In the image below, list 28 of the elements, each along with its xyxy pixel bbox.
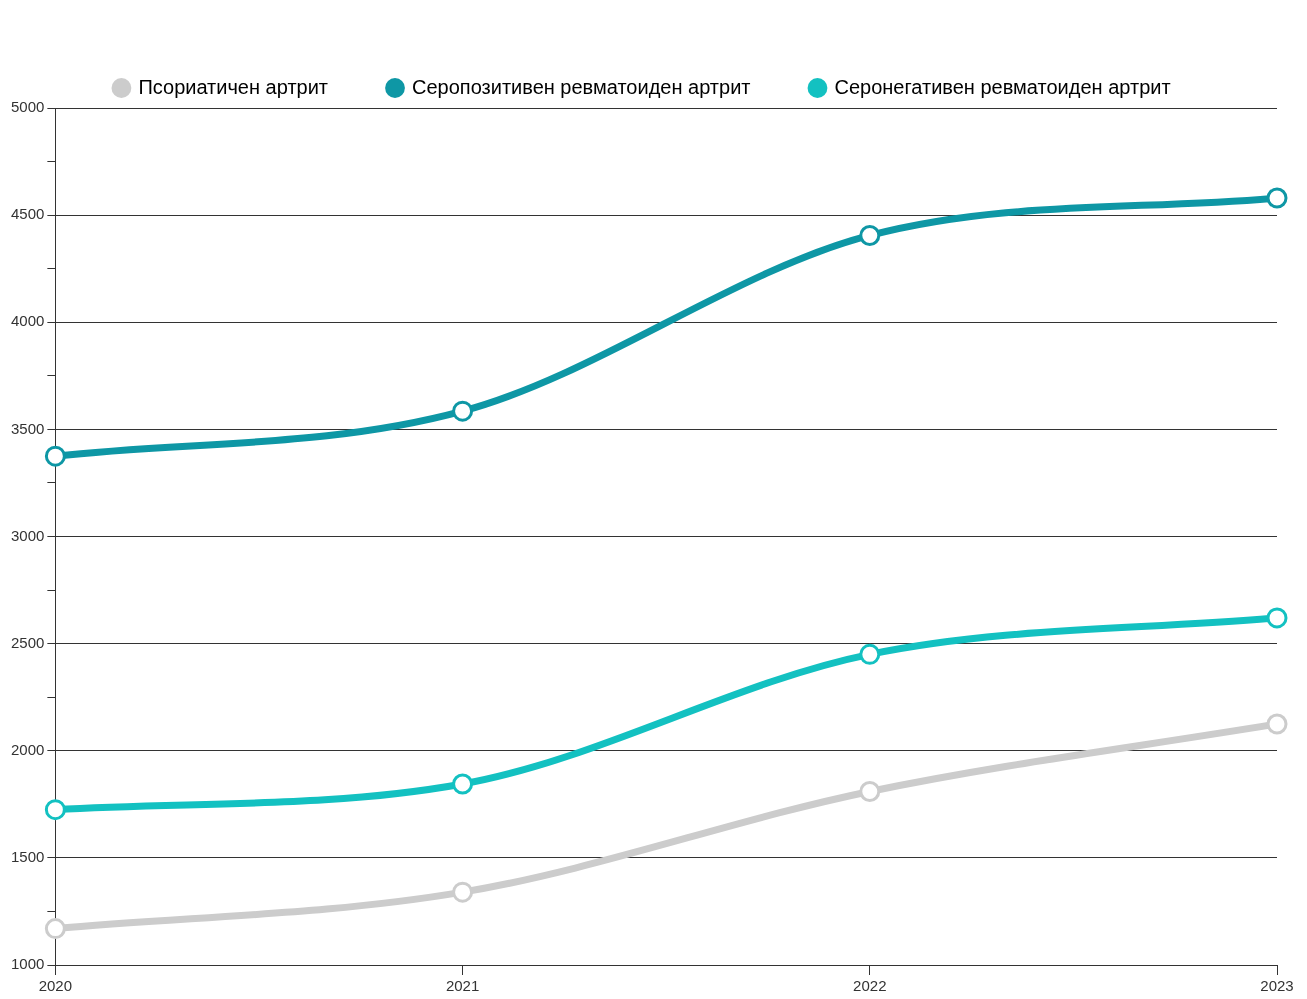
point xyxy=(1266,713,1288,735)
point xyxy=(452,400,474,422)
y-tick-label: 2000 xyxy=(10,740,45,758)
point xyxy=(1266,187,1288,209)
y-tick-label: 1000 xyxy=(10,955,45,973)
x-tick-label: 2023 xyxy=(1260,977,1294,995)
x-tick-label: 2022 xyxy=(853,977,887,995)
point xyxy=(859,643,881,665)
x-tick-label: 2020 xyxy=(38,977,73,995)
point xyxy=(44,445,66,467)
legend-label: Серопозитивен ревматоиден артрит xyxy=(412,75,751,98)
point xyxy=(452,773,474,795)
point xyxy=(859,780,881,802)
legend-label: Псориатичен артрит xyxy=(138,75,329,98)
point xyxy=(44,799,66,821)
y-tick-label: 2500 xyxy=(10,633,45,651)
x-tick-label: 2021 xyxy=(445,977,480,995)
y-tick-label: 4500 xyxy=(10,205,45,223)
y-tick-label: 3500 xyxy=(10,419,45,437)
point xyxy=(44,918,66,940)
point xyxy=(1266,607,1288,629)
point xyxy=(452,881,474,903)
y-tick-label: 1500 xyxy=(10,848,45,866)
point xyxy=(859,224,881,246)
y-tick-label: 4000 xyxy=(10,312,45,330)
legend-label: Серонегативен ревматоиден артрит xyxy=(834,75,1171,98)
y-tick-label: 3000 xyxy=(10,526,45,544)
y-tick-label: 5000 xyxy=(10,98,45,116)
